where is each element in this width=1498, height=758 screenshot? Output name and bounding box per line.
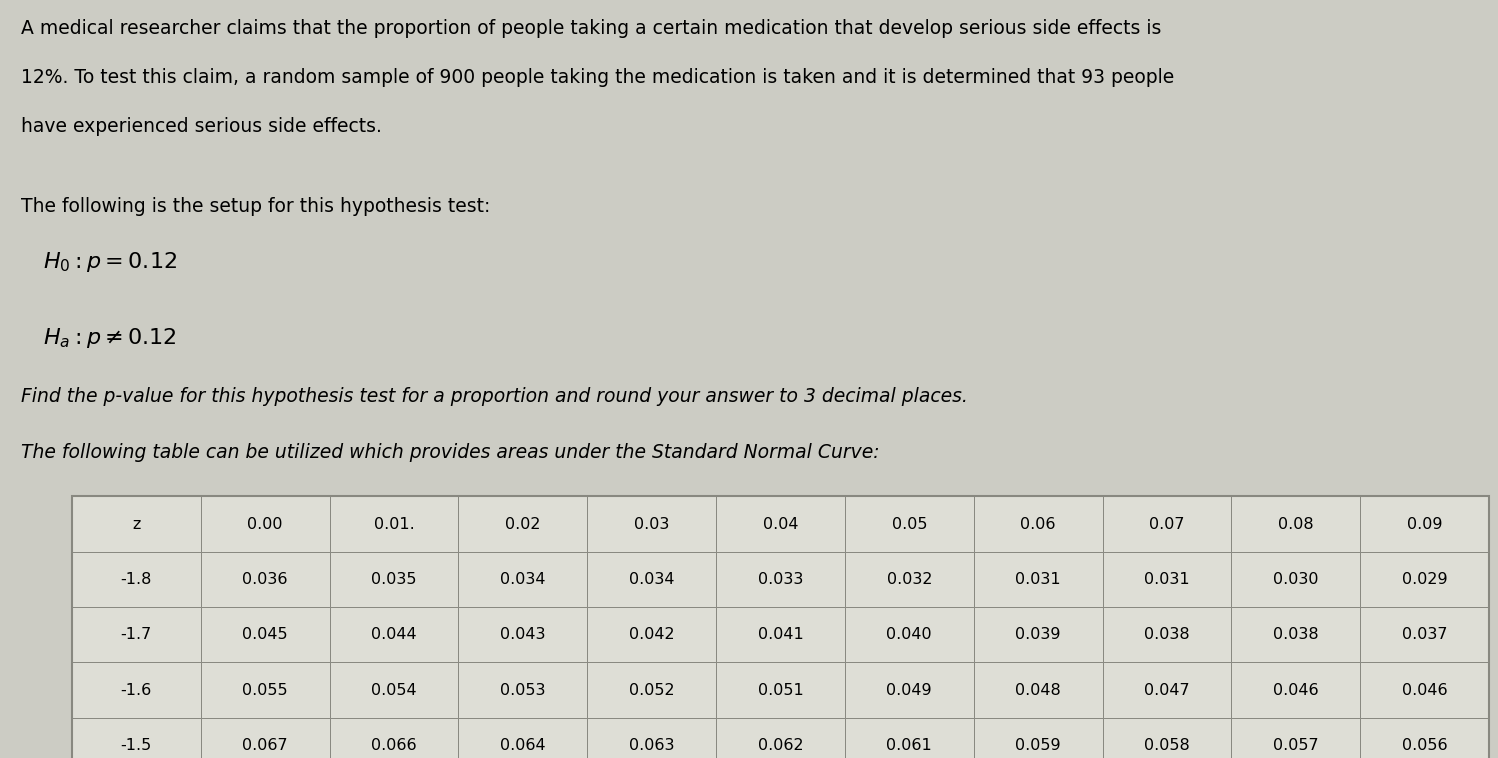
Text: 0.062: 0.062 — [758, 738, 803, 753]
Text: -1.6: -1.6 — [121, 683, 151, 697]
Text: 0.09: 0.09 — [1407, 517, 1443, 531]
Text: have experienced serious side effects.: have experienced serious side effects. — [21, 117, 382, 136]
Text: 0.038: 0.038 — [1273, 628, 1318, 642]
Text: 0.045: 0.045 — [243, 628, 288, 642]
Text: 12%. To test this claim, a random sample of 900 people taking the medication is : 12%. To test this claim, a random sample… — [21, 68, 1174, 87]
Text: 0.049: 0.049 — [887, 683, 932, 697]
Text: 0.043: 0.043 — [500, 628, 545, 642]
Text: 0.053: 0.053 — [500, 683, 545, 697]
Text: $H_a : p \neq 0.12$: $H_a : p \neq 0.12$ — [43, 326, 177, 350]
Text: 0.057: 0.057 — [1273, 738, 1318, 753]
Text: -1.7: -1.7 — [121, 628, 151, 642]
Text: 0.036: 0.036 — [243, 572, 288, 587]
Text: 0.039: 0.039 — [1016, 628, 1061, 642]
Text: z: z — [132, 517, 141, 531]
Text: 0.058: 0.058 — [1144, 738, 1189, 753]
Text: 0.047: 0.047 — [1144, 683, 1189, 697]
Text: The following table can be utilized which provides areas under the Standard Norm: The following table can be utilized whic… — [21, 443, 879, 462]
Text: 0.08: 0.08 — [1278, 517, 1314, 531]
Text: 0.042: 0.042 — [629, 628, 674, 642]
Text: 0.041: 0.041 — [758, 628, 803, 642]
Text: -1.8: -1.8 — [121, 572, 151, 587]
Text: 0.063: 0.063 — [629, 738, 674, 753]
Text: 0.031: 0.031 — [1144, 572, 1189, 587]
Text: 0.040: 0.040 — [887, 628, 932, 642]
Text: 0.056: 0.056 — [1402, 738, 1447, 753]
Text: 0.032: 0.032 — [887, 572, 932, 587]
Text: -1.5: -1.5 — [121, 738, 151, 753]
Text: 0.02: 0.02 — [505, 517, 541, 531]
Text: 0.030: 0.030 — [1273, 572, 1318, 587]
Text: 0.055: 0.055 — [243, 683, 288, 697]
Text: 0.052: 0.052 — [629, 683, 674, 697]
Text: 0.066: 0.066 — [372, 738, 416, 753]
Text: 0.064: 0.064 — [500, 738, 545, 753]
Text: 0.05: 0.05 — [891, 517, 927, 531]
Text: 0.04: 0.04 — [762, 517, 798, 531]
Text: Find the p-value for this hypothesis test for a proportion and round your answer: Find the p-value for this hypothesis tes… — [21, 387, 968, 406]
Text: 0.061: 0.061 — [887, 738, 932, 753]
Text: 0.033: 0.033 — [758, 572, 803, 587]
Text: 0.03: 0.03 — [634, 517, 670, 531]
Text: The following is the setup for this hypothesis test:: The following is the setup for this hypo… — [21, 197, 490, 216]
Text: 0.059: 0.059 — [1016, 738, 1061, 753]
Text: 0.038: 0.038 — [1144, 628, 1189, 642]
Text: 0.044: 0.044 — [372, 628, 416, 642]
Text: 0.06: 0.06 — [1020, 517, 1056, 531]
Text: 0.00: 0.00 — [247, 517, 283, 531]
Text: 0.048: 0.048 — [1016, 683, 1061, 697]
Text: 0.031: 0.031 — [1016, 572, 1061, 587]
Text: 0.051: 0.051 — [758, 683, 803, 697]
Text: 0.07: 0.07 — [1149, 517, 1185, 531]
Text: 0.046: 0.046 — [1402, 683, 1447, 697]
Text: 0.034: 0.034 — [629, 572, 674, 587]
Text: 0.035: 0.035 — [372, 572, 416, 587]
Text: 0.037: 0.037 — [1402, 628, 1447, 642]
Text: 0.054: 0.054 — [372, 683, 416, 697]
Text: $H_0 : p = 0.12$: $H_0 : p = 0.12$ — [43, 250, 178, 274]
Text: 0.034: 0.034 — [500, 572, 545, 587]
Text: 0.046: 0.046 — [1273, 683, 1318, 697]
Text: 0.067: 0.067 — [243, 738, 288, 753]
Text: 0.01.: 0.01. — [373, 517, 415, 531]
Text: 0.029: 0.029 — [1402, 572, 1447, 587]
Text: A medical researcher claims that the proportion of people taking a certain medic: A medical researcher claims that the pro… — [21, 19, 1161, 38]
